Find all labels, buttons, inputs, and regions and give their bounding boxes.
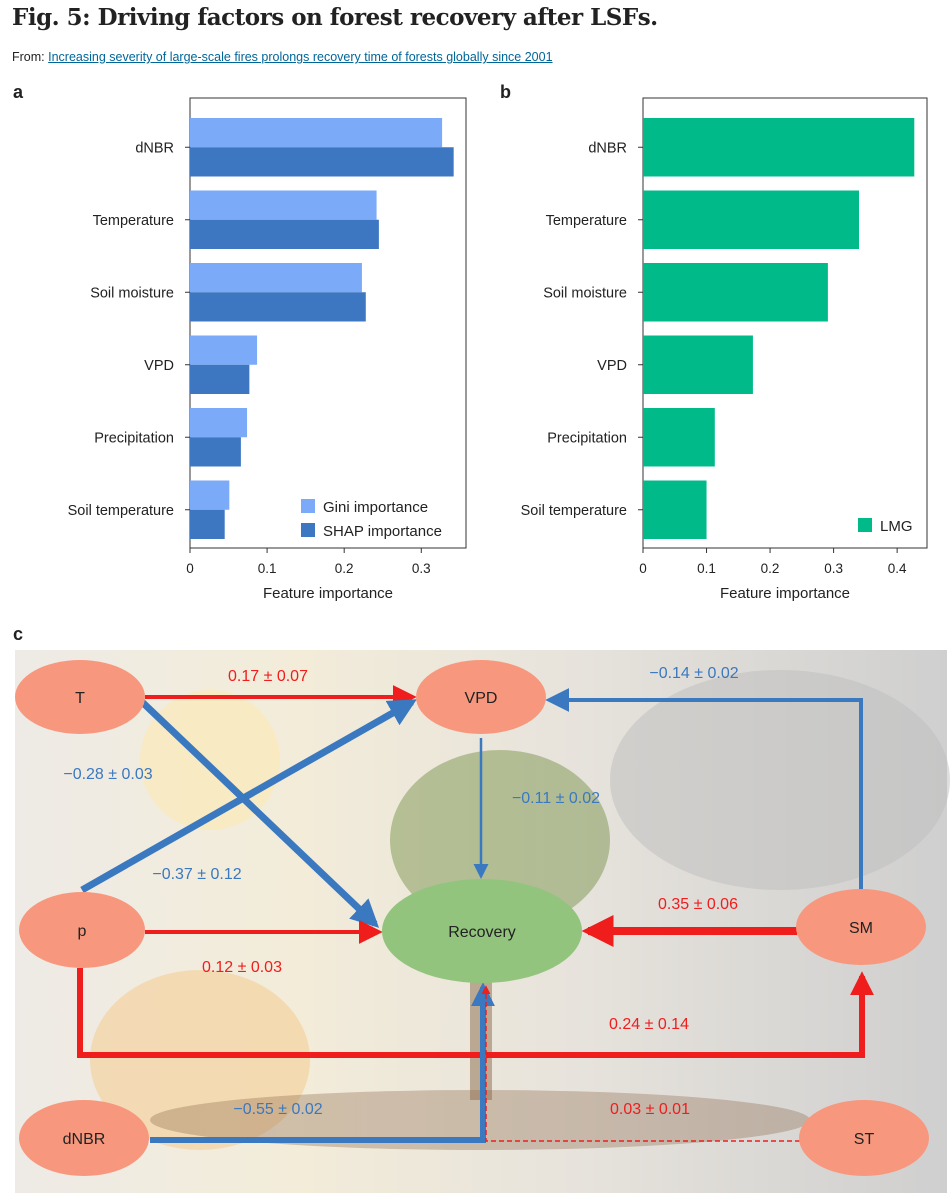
path-coefficient-label: −0.11 ± 0.02	[512, 790, 600, 807]
node-label: ST	[854, 1131, 875, 1148]
path-coefficient-label: 0.24 ± 0.14	[609, 1016, 689, 1033]
node-label: VPD	[465, 690, 498, 707]
path-coefficient-label: −0.28 ± 0.03	[63, 766, 152, 783]
path-coefficient-label: 0.12 ± 0.03	[202, 959, 282, 976]
path-coefficient-label: −0.55 ± 0.02	[233, 1101, 322, 1118]
node-label: Recovery	[448, 924, 516, 941]
node-label: SM	[849, 920, 873, 937]
cloud-illustration	[610, 670, 950, 890]
node-label: T	[75, 690, 85, 707]
path-coefficient-label: 0.03 ± 0.01	[610, 1101, 690, 1118]
path-coefficient-label: 0.35 ± 0.06	[658, 896, 738, 913]
path-diagram: T VPD p SM dNBR ST Recovery 0.17 ± 0.07 −0.28 ± …	[0, 0, 952, 1197]
path-coefficient-label: 0.17 ± 0.07	[228, 668, 308, 685]
node-label: p	[78, 923, 87, 940]
path-coefficient-label: −0.14 ± 0.02	[649, 665, 738, 682]
node-label: dNBR	[63, 1131, 106, 1148]
path-coefficient-label: −0.37 ± 0.12	[152, 866, 241, 883]
